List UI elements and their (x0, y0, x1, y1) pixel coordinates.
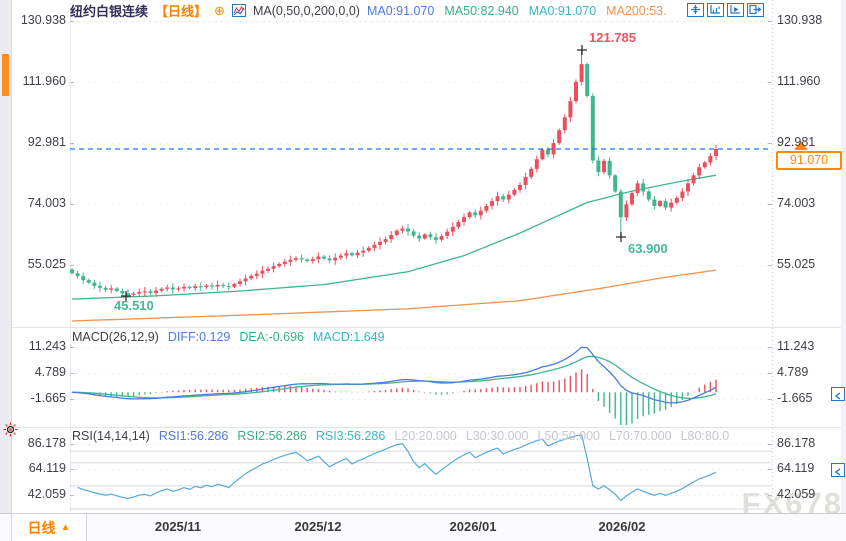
macd-label: MACD(26,12,9) (72, 330, 159, 344)
price-annotation-1: 63.900 (628, 241, 668, 256)
rsi-value-3: L20:20.000 (394, 429, 457, 443)
macd-axis-label-right-1: 4.789 (777, 365, 809, 379)
rsi-value-6: L70:70.000 (609, 429, 672, 443)
rsi-panel-header: RSI(14,14,14) RSI1:56.286 RSI2:56.286 RSI3… (72, 429, 729, 443)
x-axis-label-2: 2026/01 (449, 519, 497, 534)
price-axis-label-left-2: 92.981 (27, 135, 66, 149)
sidebar-scroll-thumb[interactable] (2, 54, 9, 96)
ma-value-2: MA0:91.070 (528, 3, 597, 18)
hot-indicator-icon[interactable] (3, 422, 18, 442)
rsi-values-row: RSI1:56.286 RSI2:56.286 RSI3:56.286 L20:20.… (159, 429, 729, 443)
timeframe-selector[interactable]: 日线 ▲ (11, 513, 87, 541)
price-annotation-2: 45.510 (114, 298, 154, 313)
timeframe-arrow-icon: ▲ (60, 522, 71, 533)
rsi-axis-label-right-2: 42.059 (777, 487, 816, 501)
macd-values-row: DIFF:0.129 DEA:-0.696 MACD:1.649 (168, 330, 385, 344)
price-axis-label-right-3: 74.003 (777, 196, 816, 210)
macd-axis-label-right-2: -1.665 (777, 391, 813, 405)
price-axis-label-left-0: 130.938 (20, 13, 66, 27)
ma-value-0: MA0:91.070 (366, 3, 435, 18)
rsi-axis-label-right-0: 86.178 (777, 436, 816, 450)
x-axis-bar (0, 513, 846, 541)
period-label[interactable]: 【日线】 (155, 4, 208, 19)
x-axis-label-0: 2025/11 (154, 519, 202, 534)
macd-panel-header: MACD(26,12,9) DIFF:0.129 DEA:-0.696 MACD:1… (72, 330, 385, 344)
price-axis-label-left-1: 111.960 (22, 74, 66, 88)
ma-value-3: MA200:53. (606, 3, 667, 18)
rsi-value-1: RSI2:56.286 (237, 429, 307, 443)
price-axis-label-left-4: 55.025 (27, 257, 66, 271)
candlestick-mini-icon (231, 4, 246, 17)
timeframe-label: 日线 (27, 519, 56, 536)
chart-toolbar (687, 3, 764, 17)
instrument-title: 纽约白银连续 (70, 4, 149, 19)
rsi-axis-label-right-1: 64.119 (777, 461, 815, 475)
rsi-axis-label-left-0: 86.178 (27, 436, 66, 450)
price-axis-label-right-4: 55.025 (777, 257, 816, 271)
axis-scale-icon[interactable] (707, 3, 724, 17)
price-axis-label-left-3: 74.003 (27, 196, 66, 210)
rsi-value-5: L50:50.000 (537, 429, 601, 443)
axis-play-icon[interactable] (727, 3, 744, 17)
macd-axis-label-left-1: 4.789 (34, 365, 66, 379)
price-axis-label-right-0: 130.938 (777, 13, 823, 27)
rsi-value-4: L30:30.000 (465, 429, 529, 443)
right-scrollbar[interactable] (841, 0, 846, 513)
rsi-value-2: RSI3:56.286 (315, 429, 386, 443)
macd-axis-label-right-0: 11.243 (777, 339, 815, 353)
price-axis-label-right-1: 111.960 (777, 74, 821, 88)
ma-values-row: MA0:91.070 MA50:82.940 MA0:91.070 MA200:53. (367, 4, 667, 18)
x-axis-label-1: 2025/12 (294, 519, 342, 534)
pan-crosshair-icon[interactable] (687, 3, 704, 17)
macd-axis-label-left-0: 11.243 (28, 339, 66, 353)
exit-right-icon[interactable] (747, 3, 764, 17)
macd-value-2: MACD:1.649 (313, 330, 385, 344)
price-annotation-0: 121.785 (589, 30, 636, 45)
ma-settings-label: MA(0,50,0,200,0,0) (252, 3, 360, 18)
left-sidebar (0, 0, 18, 513)
macd-value-0: DIFF:0.129 (167, 330, 231, 344)
rsi-panel-expand-button[interactable] (831, 463, 845, 477)
rsi-axis-label-left-1: 64.119 (28, 461, 66, 475)
add-indicator-icon[interactable]: ⊕ (214, 3, 225, 18)
current-price-badge: 91.070 (776, 151, 842, 170)
ma-value-1: MA50:82.940 (444, 3, 519, 18)
rsi-value-7: L80:80.0 (680, 429, 730, 443)
rsi-value-0: RSI1:56.286 (158, 429, 229, 443)
rsi-label: RSI(14,14,14) (72, 429, 150, 443)
x-axis-label-3: 2026/02 (598, 519, 646, 534)
rsi-axis-label-left-2: 42.059 (27, 487, 66, 501)
macd-axis-label-left-2: -1.665 (30, 391, 66, 405)
price-axis-label-right-2: 92.981 (777, 135, 816, 149)
macd-panel-expand-button[interactable] (831, 387, 845, 401)
chart-header: 纽约白银连续 【日线】 ⊕ MA(0,50,0,200,0,0) MA0:91.… (70, 2, 667, 20)
macd-value-1: DEA:-0.696 (239, 330, 304, 344)
